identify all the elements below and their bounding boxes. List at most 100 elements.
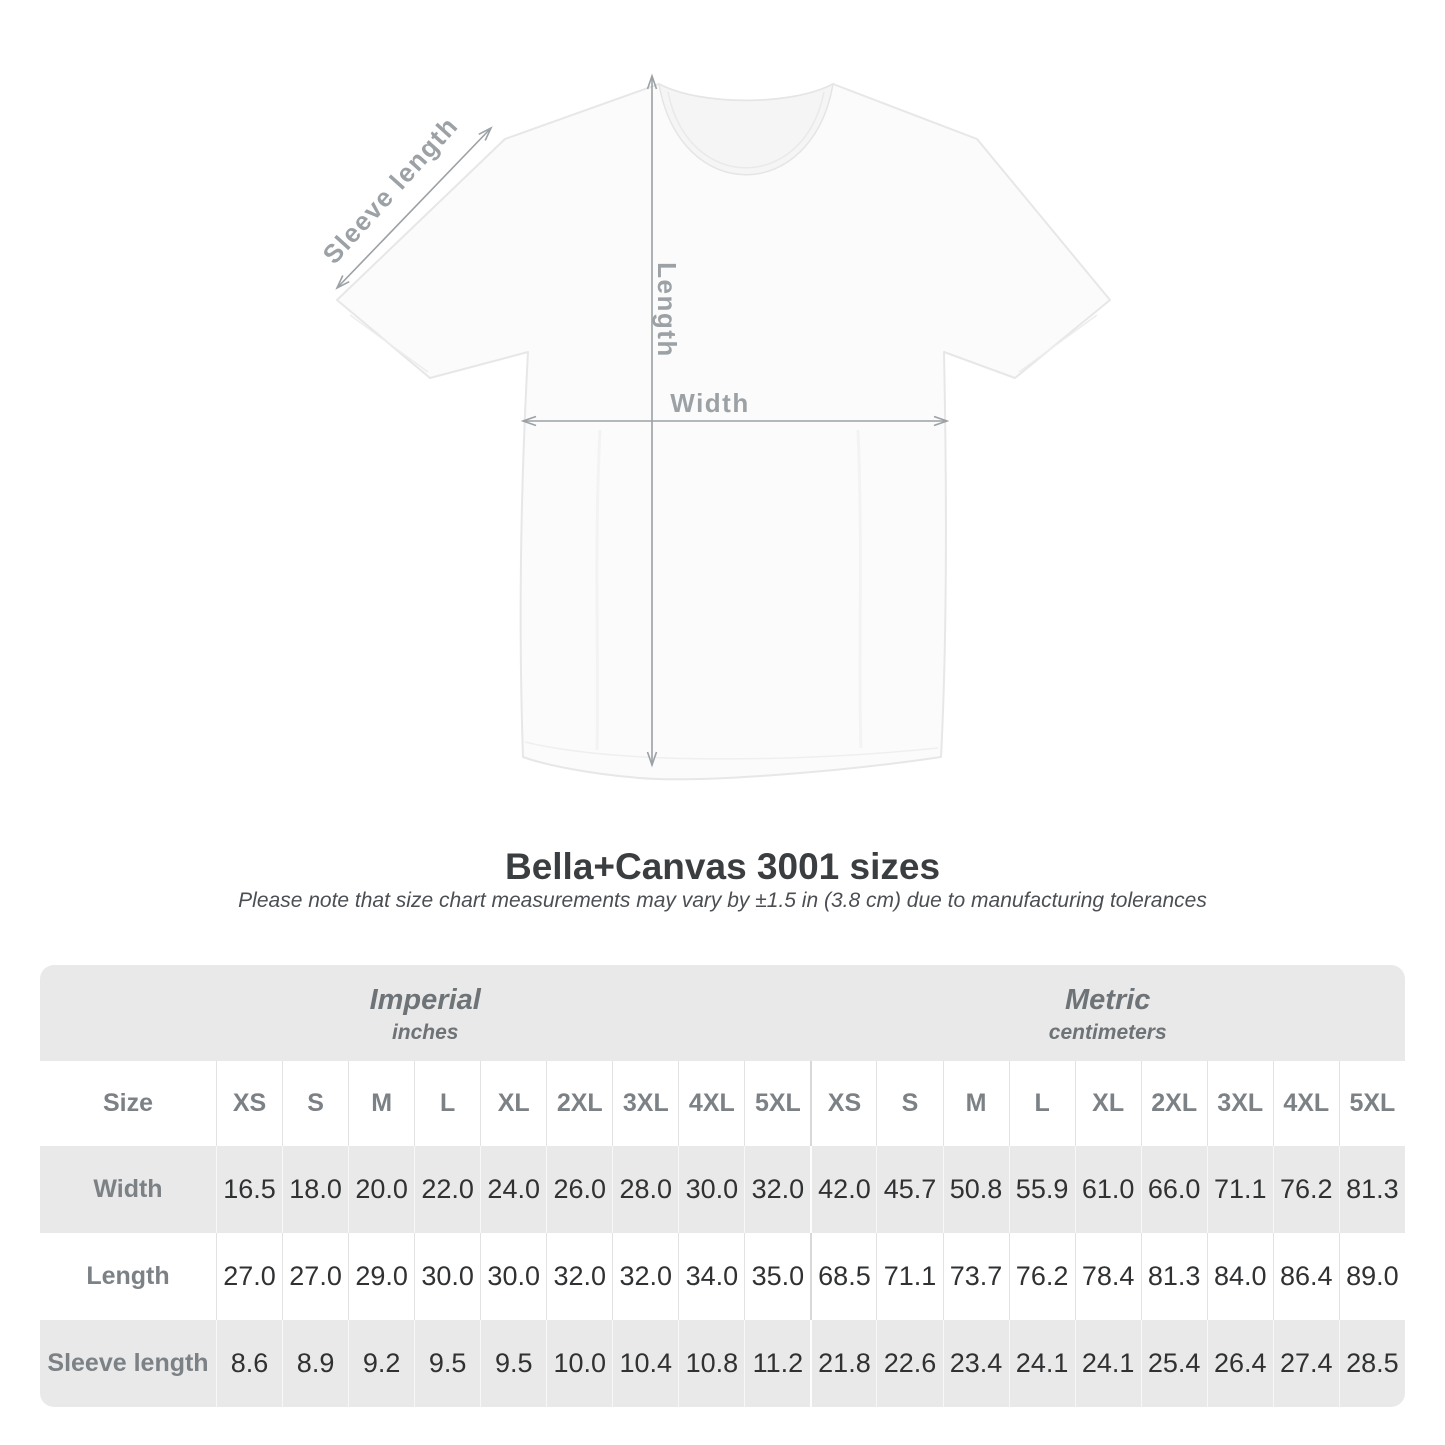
value-cell: 66.0: [1140, 1146, 1207, 1233]
value-cell: 23.4: [942, 1320, 1009, 1407]
size-header: XL: [480, 1061, 547, 1146]
value-cell: 84.0: [1206, 1233, 1273, 1320]
value-cell: 10.0: [546, 1320, 613, 1407]
row-label: Sleeve length: [40, 1320, 216, 1407]
value-cell: 9.2: [348, 1320, 415, 1407]
value-cell: 20.0: [348, 1146, 415, 1233]
value-cell: 8.9: [282, 1320, 349, 1407]
sleeve-length-arrow: [335, 126, 493, 290]
size-header: 3XL: [1206, 1061, 1273, 1146]
size-header: S: [876, 1061, 943, 1146]
tshirt-left-cuff-seam: [349, 314, 429, 373]
metric-unit-label: centimeters: [1048, 1021, 1167, 1044]
size-header: 5XL: [744, 1061, 811, 1146]
value-cell: 76.2: [1272, 1146, 1339, 1233]
size-header: 3XL: [612, 1061, 679, 1146]
value-cell: 30.0: [414, 1233, 481, 1320]
value-cell: 86.4: [1272, 1233, 1339, 1320]
value-cell: 26.4: [1206, 1320, 1273, 1407]
value-cell: 71.1: [876, 1233, 943, 1320]
value-cell: 89.0: [1338, 1233, 1405, 1320]
tshirt-right-cuff-seam: [1018, 314, 1098, 373]
value-cell: 73.7: [942, 1233, 1009, 1320]
size-table: Imperial inches Metric centimeters Size …: [40, 965, 1405, 1407]
value-cell: 24.1: [1008, 1320, 1075, 1407]
tshirt-diagram: Sleeve length Length Width: [317, 73, 1111, 781]
value-cell: 29.0: [348, 1233, 415, 1320]
size-column-header: Size: [40, 1061, 216, 1146]
size-header: 2XL: [1140, 1061, 1207, 1146]
value-cell: 27.0: [216, 1233, 283, 1320]
size-header: XS: [216, 1061, 283, 1146]
page-title: Bella+Canvas 3001 sizes: [504, 846, 941, 887]
tshirt-collar-seam: [667, 91, 825, 169]
table-row-length: Length 27.0 27.0 29.0 30.0 30.0 32.0 32.…: [40, 1233, 1405, 1320]
value-cell: 18.0: [282, 1146, 349, 1233]
value-cell: 11.2: [744, 1320, 811, 1407]
value-cell: 10.4: [612, 1320, 679, 1407]
value-cell: 55.9: [1008, 1146, 1075, 1233]
value-cell: 30.0: [480, 1233, 547, 1320]
size-table-container: Imperial inches Metric centimeters Size …: [40, 965, 1405, 1407]
value-cell: 28.5: [1338, 1320, 1405, 1407]
tshirt-fold-shadow-left: [595, 429, 602, 751]
size-header: S: [282, 1061, 349, 1146]
value-cell: 22.0: [414, 1146, 481, 1233]
value-cell: 21.8: [810, 1320, 877, 1407]
value-cell: 10.8: [678, 1320, 745, 1407]
size-header: L: [1008, 1061, 1075, 1146]
imperial-label: Imperial: [369, 984, 481, 1016]
value-cell: 28.0: [612, 1146, 679, 1233]
value-cell: 27.0: [282, 1233, 349, 1320]
size-header: 2XL: [546, 1061, 613, 1146]
tolerance-note: Please note that size chart measurements…: [238, 889, 1207, 912]
value-cell: 50.8: [942, 1146, 1009, 1233]
size-header: XS: [810, 1061, 877, 1146]
size-header: L: [414, 1061, 481, 1146]
imperial-unit-label: inches: [391, 1021, 459, 1044]
value-cell: 34.0: [678, 1233, 745, 1320]
tshirt-fold-shadow-right: [856, 429, 863, 749]
size-header: M: [348, 1061, 415, 1146]
value-cell: 61.0: [1074, 1146, 1141, 1233]
metric-label: Metric: [1065, 984, 1151, 1016]
value-cell: 81.3: [1338, 1146, 1405, 1233]
value-cell: 32.0: [744, 1146, 811, 1233]
value-cell: 16.5: [216, 1146, 283, 1233]
value-cell: 45.7: [876, 1146, 943, 1233]
row-label: Width: [40, 1146, 216, 1233]
width-arrow: [520, 415, 950, 427]
value-cell: 76.2: [1008, 1233, 1075, 1320]
table-row-width: Width 16.5 18.0 20.0 22.0 24.0 26.0 28.0…: [40, 1146, 1405, 1233]
value-cell: 24.1: [1074, 1320, 1141, 1407]
table-row-sleeve-length: Sleeve length 8.6 8.9 9.2 9.5 9.5 10.0 1…: [40, 1320, 1405, 1407]
value-cell: 42.0: [810, 1146, 877, 1233]
value-cell: 35.0: [744, 1233, 811, 1320]
size-header: 4XL: [1272, 1061, 1339, 1146]
row-label: Length: [40, 1233, 216, 1320]
size-header: M: [942, 1061, 1009, 1146]
value-cell: 24.0: [480, 1146, 547, 1233]
value-cell: 68.5: [810, 1233, 877, 1320]
value-cell: 71.1: [1206, 1146, 1273, 1233]
value-cell: 78.4: [1074, 1233, 1141, 1320]
size-header: 4XL: [678, 1061, 745, 1146]
imperial-group-header: Imperial inches: [40, 965, 811, 1061]
value-cell: 81.3: [1140, 1233, 1207, 1320]
width-label: Width: [670, 388, 749, 418]
tshirt-body: [336, 83, 1111, 781]
size-header: XL: [1074, 1061, 1141, 1146]
value-cell: 9.5: [480, 1320, 547, 1407]
value-cell: 9.5: [414, 1320, 481, 1407]
unit-header-row: Imperial inches Metric centimeters: [40, 965, 1405, 1061]
value-cell: 22.6: [876, 1320, 943, 1407]
value-cell: 27.4: [1272, 1320, 1339, 1407]
size-header-row: Size XS S M L XL 2XL 3XL 4XL 5XL XS S M …: [40, 1061, 1405, 1146]
value-cell: 32.0: [546, 1233, 613, 1320]
value-cell: 25.4: [1140, 1320, 1207, 1407]
metric-group-header: Metric centimeters: [810, 965, 1405, 1061]
value-cell: 30.0: [678, 1146, 745, 1233]
value-cell: 26.0: [546, 1146, 613, 1233]
value-cell: 32.0: [612, 1233, 679, 1320]
